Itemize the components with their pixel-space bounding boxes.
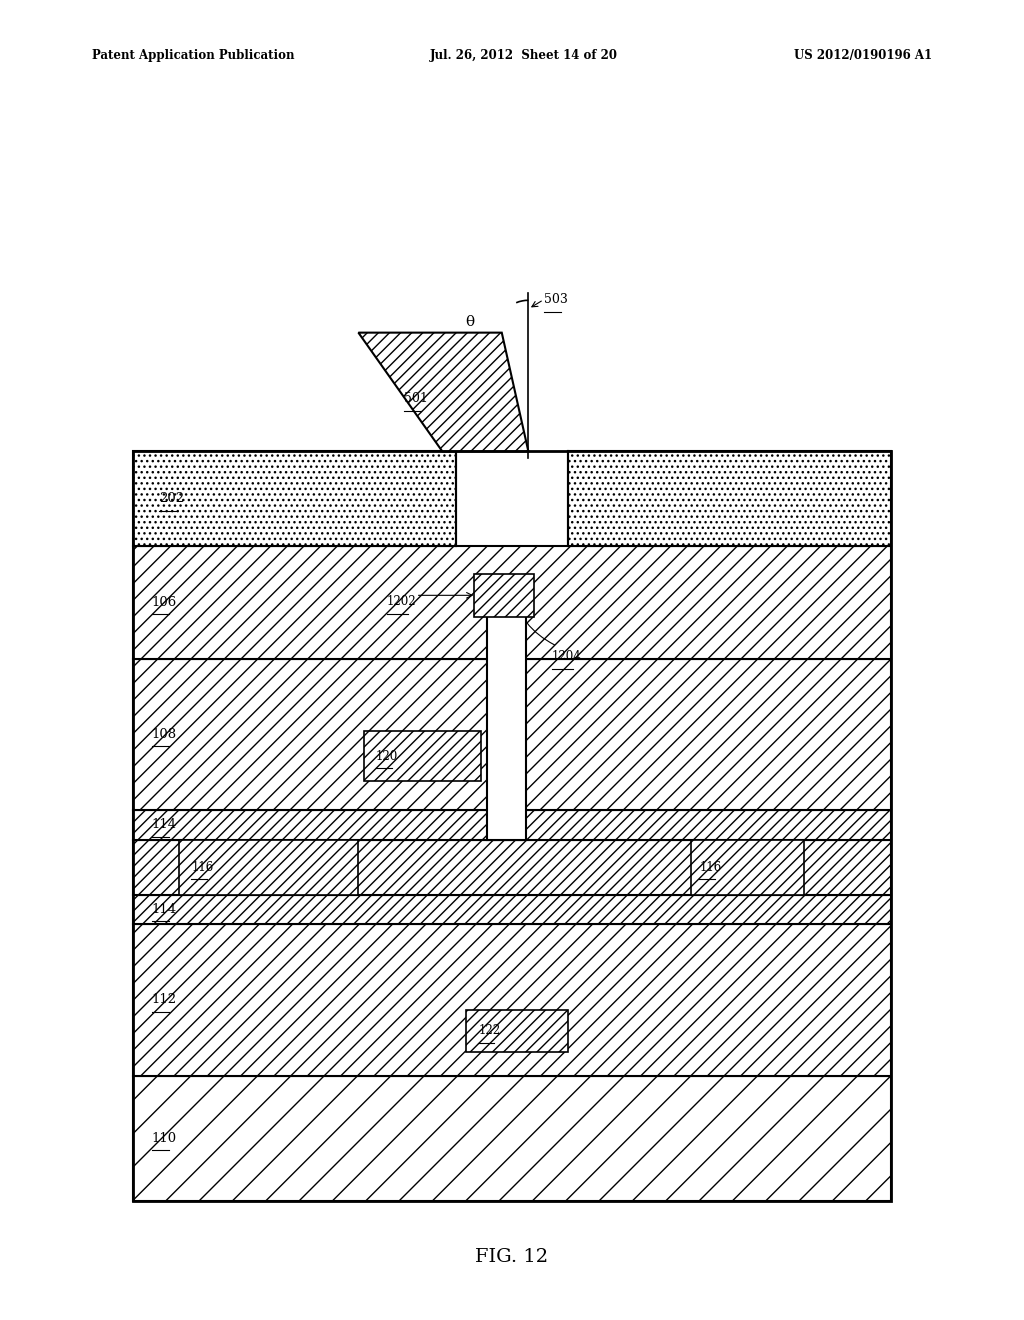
Bar xyxy=(133,924,891,1076)
Text: 122: 122 xyxy=(478,1024,501,1038)
Bar xyxy=(133,1076,891,1201)
Text: 114: 114 xyxy=(152,818,177,832)
Bar xyxy=(487,595,526,840)
Text: FIG. 12: FIG. 12 xyxy=(475,1247,549,1266)
Bar xyxy=(133,451,456,546)
Text: 114: 114 xyxy=(152,903,177,916)
Bar xyxy=(466,1010,568,1052)
Polygon shape xyxy=(358,333,528,451)
Text: 116: 116 xyxy=(191,861,214,874)
Text: 112: 112 xyxy=(152,994,177,1006)
Text: 1204: 1204 xyxy=(552,651,582,663)
Text: 501: 501 xyxy=(404,392,428,405)
Text: 116: 116 xyxy=(699,861,722,874)
Bar xyxy=(691,840,804,895)
Text: 106: 106 xyxy=(152,597,177,609)
Bar xyxy=(133,546,891,659)
Bar xyxy=(487,595,526,840)
Bar xyxy=(474,573,534,616)
Text: US 2012/0190196 A1: US 2012/0190196 A1 xyxy=(794,49,932,62)
Text: θ: θ xyxy=(465,315,474,329)
Text: Jul. 26, 2012  Sheet 14 of 20: Jul. 26, 2012 Sheet 14 of 20 xyxy=(430,49,618,62)
Bar xyxy=(133,895,891,924)
Text: 202: 202 xyxy=(159,492,184,506)
Text: 1202: 1202 xyxy=(387,595,417,609)
Bar xyxy=(179,840,358,895)
Text: 110: 110 xyxy=(152,1133,177,1144)
Bar xyxy=(133,810,891,840)
Text: Patent Application Publication: Patent Application Publication xyxy=(92,49,295,62)
Bar xyxy=(133,659,891,810)
Text: 120: 120 xyxy=(376,750,398,763)
Text: 108: 108 xyxy=(152,729,177,741)
Bar xyxy=(133,451,891,1201)
Bar xyxy=(568,451,891,546)
Bar xyxy=(364,731,481,781)
Text: 503: 503 xyxy=(544,293,567,306)
Bar xyxy=(133,840,891,895)
Bar xyxy=(474,573,534,616)
